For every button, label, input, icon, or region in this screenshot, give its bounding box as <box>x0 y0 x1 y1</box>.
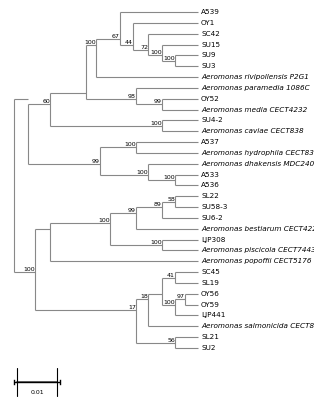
Text: Aeromonas piscicola CECT7443: Aeromonas piscicola CECT7443 <box>201 248 314 254</box>
Text: A536: A536 <box>201 182 220 188</box>
Text: 41: 41 <box>167 272 175 278</box>
Text: 18: 18 <box>140 294 148 299</box>
Text: SC42: SC42 <box>201 31 220 37</box>
Text: SU9: SU9 <box>201 52 215 58</box>
Text: 72: 72 <box>140 45 148 50</box>
Text: Aeromonas rivipollensis P2G1: Aeromonas rivipollensis P2G1 <box>201 74 309 80</box>
Text: Aeromonas bestiarum CECT4227: Aeromonas bestiarum CECT4227 <box>201 226 314 232</box>
Text: 17: 17 <box>128 305 136 310</box>
Text: OY56: OY56 <box>201 291 220 297</box>
Text: Aeromonas media CECT4232: Aeromonas media CECT4232 <box>201 106 307 112</box>
Text: 99: 99 <box>128 208 136 212</box>
Text: 99: 99 <box>154 99 162 104</box>
Text: SL19: SL19 <box>201 280 219 286</box>
Text: Aeromonas caviae CECT838: Aeromonas caviae CECT838 <box>201 128 304 134</box>
Text: 58: 58 <box>167 197 175 202</box>
Text: A537: A537 <box>201 139 220 145</box>
Text: A533: A533 <box>201 172 220 178</box>
Text: 100: 100 <box>23 267 35 272</box>
Text: 100: 100 <box>150 121 162 126</box>
Text: 100: 100 <box>124 142 136 148</box>
Text: LJP441: LJP441 <box>201 312 225 318</box>
Text: SU3: SU3 <box>201 63 215 69</box>
Text: 100: 100 <box>163 56 175 61</box>
Text: SU4-2: SU4-2 <box>201 117 223 123</box>
Text: Aeromonas hydrophila CECT839: Aeromonas hydrophila CECT839 <box>201 150 314 156</box>
Text: 100: 100 <box>98 218 110 223</box>
Text: SL22: SL22 <box>201 193 219 199</box>
Text: Aeromonas salmonicida CECT894: Aeromonas salmonicida CECT894 <box>201 323 314 329</box>
Text: Aeromonas paramedia 1086C: Aeromonas paramedia 1086C <box>201 85 310 91</box>
Text: OY59: OY59 <box>201 302 220 308</box>
Text: SU58-3: SU58-3 <box>201 204 227 210</box>
Text: 0.01: 0.01 <box>30 390 44 395</box>
Text: 100: 100 <box>150 50 162 55</box>
Text: 60: 60 <box>42 99 50 104</box>
Text: OY1: OY1 <box>201 20 215 26</box>
Text: SU6-2: SU6-2 <box>201 215 223 221</box>
Text: SC45: SC45 <box>201 269 220 275</box>
Text: 97: 97 <box>177 294 185 299</box>
Text: 100: 100 <box>84 40 96 44</box>
Text: 56: 56 <box>167 338 175 342</box>
Text: 99: 99 <box>92 159 100 164</box>
Text: 89: 89 <box>154 202 162 207</box>
Text: Aeromonas popoffii CECT5176: Aeromonas popoffii CECT5176 <box>201 258 311 264</box>
Text: LJP308: LJP308 <box>201 237 225 243</box>
Text: 100: 100 <box>163 175 175 180</box>
Text: OY52: OY52 <box>201 96 220 102</box>
Text: SU15: SU15 <box>201 42 220 48</box>
Text: 100: 100 <box>150 240 162 245</box>
Text: SL21: SL21 <box>201 334 219 340</box>
Text: A539: A539 <box>201 9 220 15</box>
Text: Aeromonas dhakensis MDC2406: Aeromonas dhakensis MDC2406 <box>201 161 314 167</box>
Text: 98: 98 <box>128 94 136 99</box>
Text: 100: 100 <box>136 170 148 174</box>
Text: 44: 44 <box>125 40 133 44</box>
Text: 100: 100 <box>163 300 175 305</box>
Text: 67: 67 <box>112 34 120 39</box>
Text: SU2: SU2 <box>201 345 215 351</box>
